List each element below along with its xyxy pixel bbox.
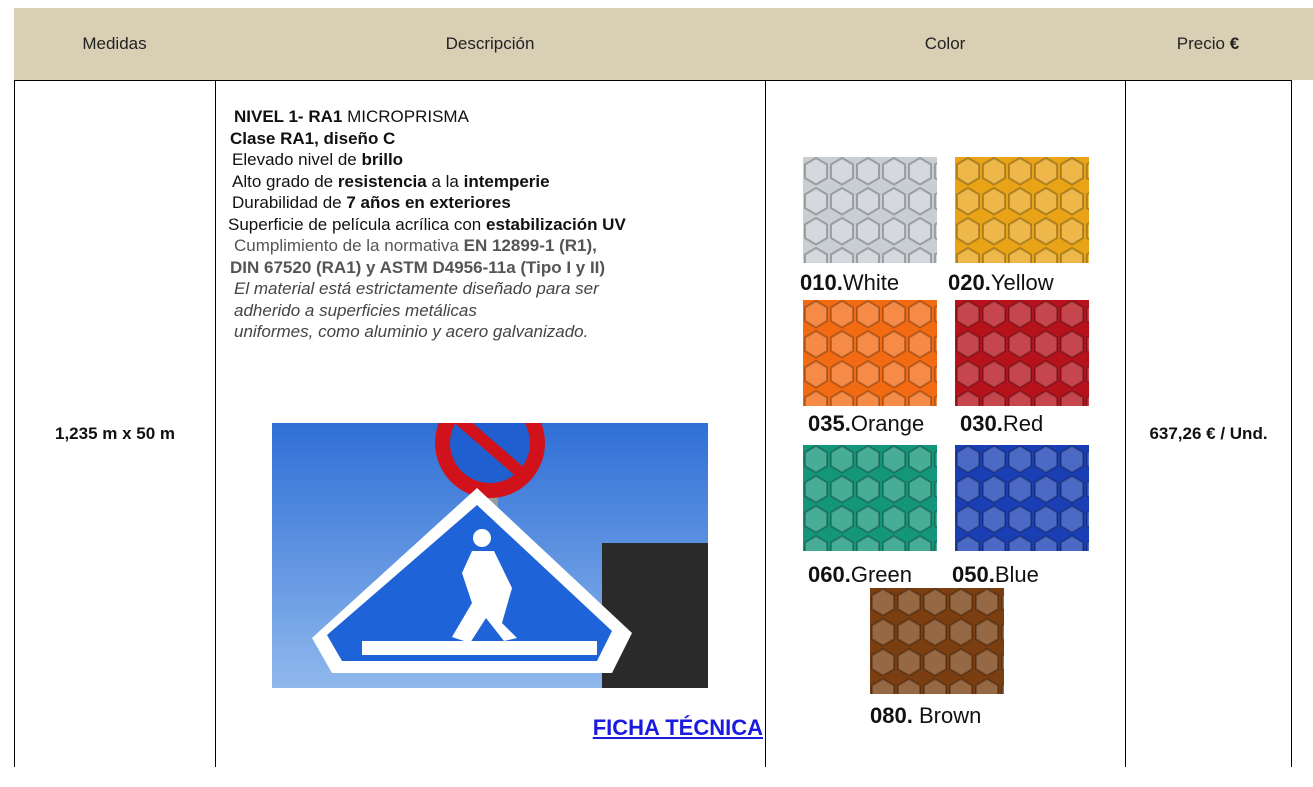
color-name: Yellow: [990, 270, 1054, 295]
col-border: [14, 80, 15, 767]
sign-photo: [272, 423, 708, 688]
description-text: adherido a superficies metálicas: [234, 300, 477, 320]
col-border: [1125, 80, 1126, 767]
row-border: [14, 80, 1291, 81]
header-cell: Precio €: [1125, 8, 1291, 80]
description: NIVEL 1- RA1 MICROPRISMA Clase RA1, diseñ…: [224, 106, 769, 343]
description-text: a la: [431, 171, 459, 191]
color-swatch: [955, 157, 1089, 263]
color-label: 020.Yellow: [948, 270, 1054, 296]
description-text: EN 12899-1 (R1),: [463, 236, 597, 255]
color-label: 080. Brown: [870, 703, 981, 729]
description-line: Durabilidad de 7 años en exteriores: [224, 192, 769, 214]
description-line: Elevado nivel de brillo: [224, 149, 769, 171]
color-label: 060.Green: [808, 562, 912, 588]
col-border: [765, 80, 766, 767]
color-swatch: [803, 300, 937, 406]
color-name: Red: [1002, 411, 1044, 436]
description-line: NIVEL 1- RA1 MICROPRISMA: [224, 106, 769, 128]
header-cell: Descripción: [445, 34, 535, 53]
color-label: 010.White: [800, 270, 899, 296]
color-swatch: [803, 445, 937, 551]
color-name: Orange: [850, 411, 925, 436]
description-text: Cumplimiento de la normativa: [234, 236, 459, 255]
description-text: DIN 67520 (RA1) y ASTM D4956-11a (Tipo I…: [230, 257, 606, 277]
price-label: Precio: [1176, 34, 1225, 53]
color-label: 035.Orange: [808, 411, 924, 437]
col-border: [215, 80, 216, 767]
color-name: Green: [850, 562, 912, 587]
page: Medidas Descripción Color Precio € 1,235…: [14, 8, 1313, 767]
description-text: NIVEL 1- RA1: [234, 107, 343, 126]
color-code: 030.: [960, 411, 1003, 436]
col-border: [1291, 80, 1292, 767]
description-line: El material está estrictamente diseñado …: [224, 278, 769, 300]
header-cell: Color: [924, 34, 966, 53]
description-line: Alto grado de resistencia a la intemperi…: [224, 171, 769, 193]
description-text: Superficie de película acrílica con: [228, 214, 482, 234]
description-text: estabilización UV: [485, 214, 626, 234]
description-text: MICROPRISMA: [347, 107, 469, 126]
description-line: DIN 67520 (RA1) y ASTM D4956-11a (Tipo I…: [224, 257, 769, 279]
description-text: El material está estrictamente diseñado …: [234, 279, 599, 298]
description-text: Elevado nivel de: [232, 150, 357, 169]
price-currency: €: [1229, 34, 1240, 53]
color-swatch: [803, 157, 937, 263]
description-line: Superficie de película acrílica con esta…: [224, 214, 769, 236]
color-code: 060.: [808, 562, 851, 587]
size: 1,235 m x 50 m: [54, 423, 176, 443]
description-text: brillo: [361, 150, 404, 169]
description-text: Durabilidad de: [232, 193, 342, 212]
color-code: 020.: [948, 270, 991, 295]
color-name: White: [842, 270, 900, 295]
description-text: uniformes, como aluminio y acero galvani…: [234, 322, 589, 341]
description-text: intemperie: [463, 171, 550, 191]
color-label: 030.Red: [960, 411, 1043, 437]
description-text: Clase RA1, diseño C: [230, 128, 396, 148]
header-band: [14, 8, 1313, 80]
color-code: 050.: [952, 562, 995, 587]
description-text: Alto grado de: [232, 171, 334, 191]
color-code: 035.: [808, 411, 851, 436]
description-text: resistencia: [337, 171, 427, 191]
description-line: uniformes, como aluminio y acero galvani…: [224, 321, 769, 343]
color-swatch: [870, 588, 1004, 694]
description-line: Clase RA1, diseño C: [224, 128, 769, 150]
description-text: 7 años en exteriores: [346, 193, 511, 212]
datasheet-link[interactable]: FICHA TÉCNICA: [592, 715, 763, 740]
price: 637,26 € / Und.: [1149, 423, 1268, 443]
color-name: Blue: [994, 562, 1039, 587]
description-line: adherido a superficies metálicas: [224, 300, 769, 322]
color-code: 080.: [870, 703, 913, 728]
header-cell: Medidas: [82, 34, 147, 53]
color-swatch: [955, 445, 1089, 551]
color-name: Brown: [918, 703, 982, 728]
description-line: Cumplimiento de la normativa EN 12899-1 …: [224, 235, 769, 257]
color-code: 010.: [800, 270, 843, 295]
color-label: 050.Blue: [952, 562, 1039, 588]
color-swatch: [955, 300, 1089, 406]
